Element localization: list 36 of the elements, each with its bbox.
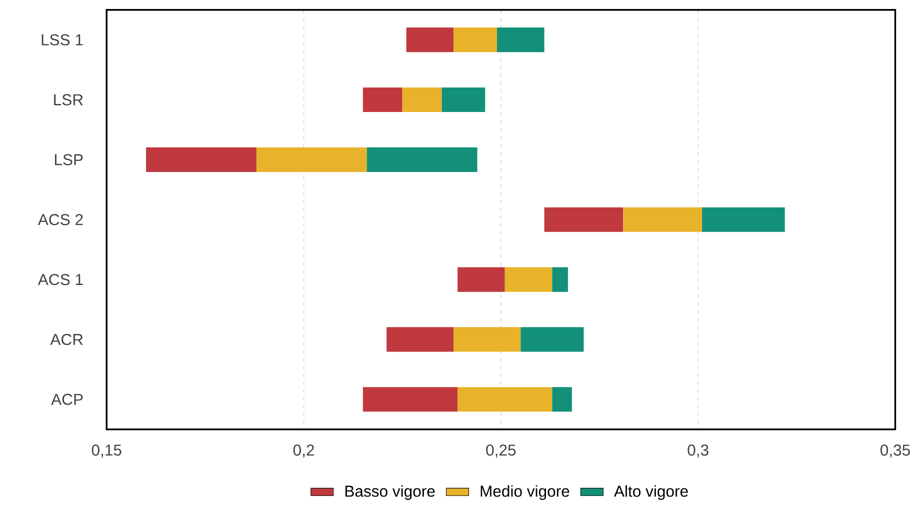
- bar: [552, 267, 568, 292]
- bar: [362, 387, 458, 412]
- x-tick-label: 0,35: [880, 444, 910, 458]
- bar: [406, 28, 454, 52]
- bar: [552, 387, 572, 412]
- y-tick-label: LSP: [54, 154, 83, 166]
- bar: [402, 87, 442, 112]
- x-tick-label: 0,2: [293, 444, 314, 458]
- bar: [623, 207, 702, 232]
- y-tick-label: ACS 1: [38, 274, 83, 286]
- y-tick-label: LSR: [54, 94, 83, 106]
- legend-label: Alto vigore: [614, 485, 688, 500]
- bar: [702, 207, 785, 232]
- bar: [504, 267, 552, 292]
- x-tick-label: 0,15: [92, 444, 122, 458]
- y-tick-label: ACP: [51, 394, 83, 405]
- y-tick-label: ACR: [50, 334, 83, 346]
- bar: [454, 28, 497, 52]
- bar: [458, 387, 552, 412]
- x-tick-label: 0,3: [688, 444, 708, 458]
- bar: [442, 87, 486, 112]
- bar: [458, 267, 505, 292]
- legend-label: Basso vigore: [345, 485, 435, 500]
- y-tick-label: ACS 2: [38, 214, 83, 226]
- bar: [520, 327, 584, 352]
- bar: [496, 28, 544, 52]
- bar: [146, 147, 256, 172]
- x-tick-label: 0,25: [486, 444, 516, 458]
- legend-label: Medio vigore: [480, 485, 570, 500]
- bar: [366, 147, 478, 172]
- y-tick-label: LSS 1: [42, 34, 83, 46]
- bar: [386, 327, 454, 352]
- bar: [544, 207, 624, 232]
- bar: [362, 87, 402, 112]
- bar: [256, 147, 367, 172]
- bar: [454, 327, 521, 352]
